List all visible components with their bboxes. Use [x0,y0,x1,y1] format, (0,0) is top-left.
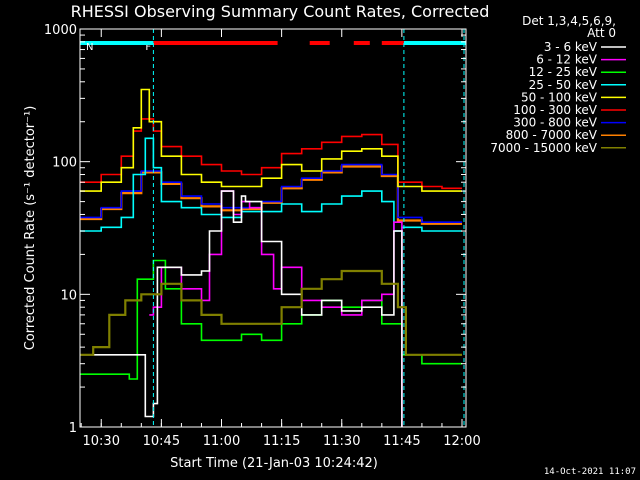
y-axis: 1 10 100 1000 [44,23,466,436]
x-axis-label: Start Time (21-Jan-03 10:24:42) [170,456,378,471]
x-tick-label-4: 11:15 [263,434,300,449]
legend-label-1: 3 - 6 keV [544,40,598,54]
legend-label-6: 100 - 300 keV [513,103,597,117]
legend-label-8: 800 - 7000 keV [506,128,598,142]
plot-frame [79,28,467,428]
y-tick-label-3: 100 [52,156,77,171]
legend-label-4: 25 - 50 keV [529,78,598,92]
flag-label-n: N [86,42,93,53]
series-line-5 [80,88,462,192]
x-tick-label-2: 10:45 [143,434,180,449]
x-axis: 10:30 10:45 11:00 11:15 11:30 11:45 12:00 [80,29,481,449]
series-line-9 [80,269,462,356]
y-tick-label-2: 10 [60,288,77,303]
legend-label-5: 50 - 100 keV [521,90,598,104]
x-tick-label-3: 11:00 [203,434,240,449]
x-tick-label-5: 11:30 [323,434,360,449]
legend-label-2: 6 - 12 keV [536,53,598,67]
legend-label-3: 12 - 25 keV [529,65,598,79]
x-tick-label-7: 12:00 [443,434,480,449]
series-line-4 [80,137,462,232]
x-tick-label-1: 10:30 [83,434,120,449]
footer-date: 14-Oct-2021 11:07 [544,467,636,477]
series-layer [80,88,462,427]
y-tick-label-1: 1 [69,421,77,436]
flag-label-f: F [145,42,151,53]
series-line-6 [80,118,462,190]
chart-title: RHESSI Observing Summary Count Rates, Co… [71,2,490,21]
x-tick-label-6: 11:45 [383,434,420,449]
y-axis-label: Corrected Count Rate (s⁻¹ detector⁻¹) [23,106,38,351]
legend-label-7: 300 - 800 keV [513,116,597,130]
legend-header-line1: Det 1,3,4,5,6,9, [522,14,616,28]
y-tick-label-4: 1000 [44,23,77,38]
series-line-1 [80,190,403,427]
legend-label-9: 7000 - 15000 keV [490,141,597,155]
flags-layer: FN [80,29,466,427]
legend-header-line2: Att 0 [587,26,616,40]
